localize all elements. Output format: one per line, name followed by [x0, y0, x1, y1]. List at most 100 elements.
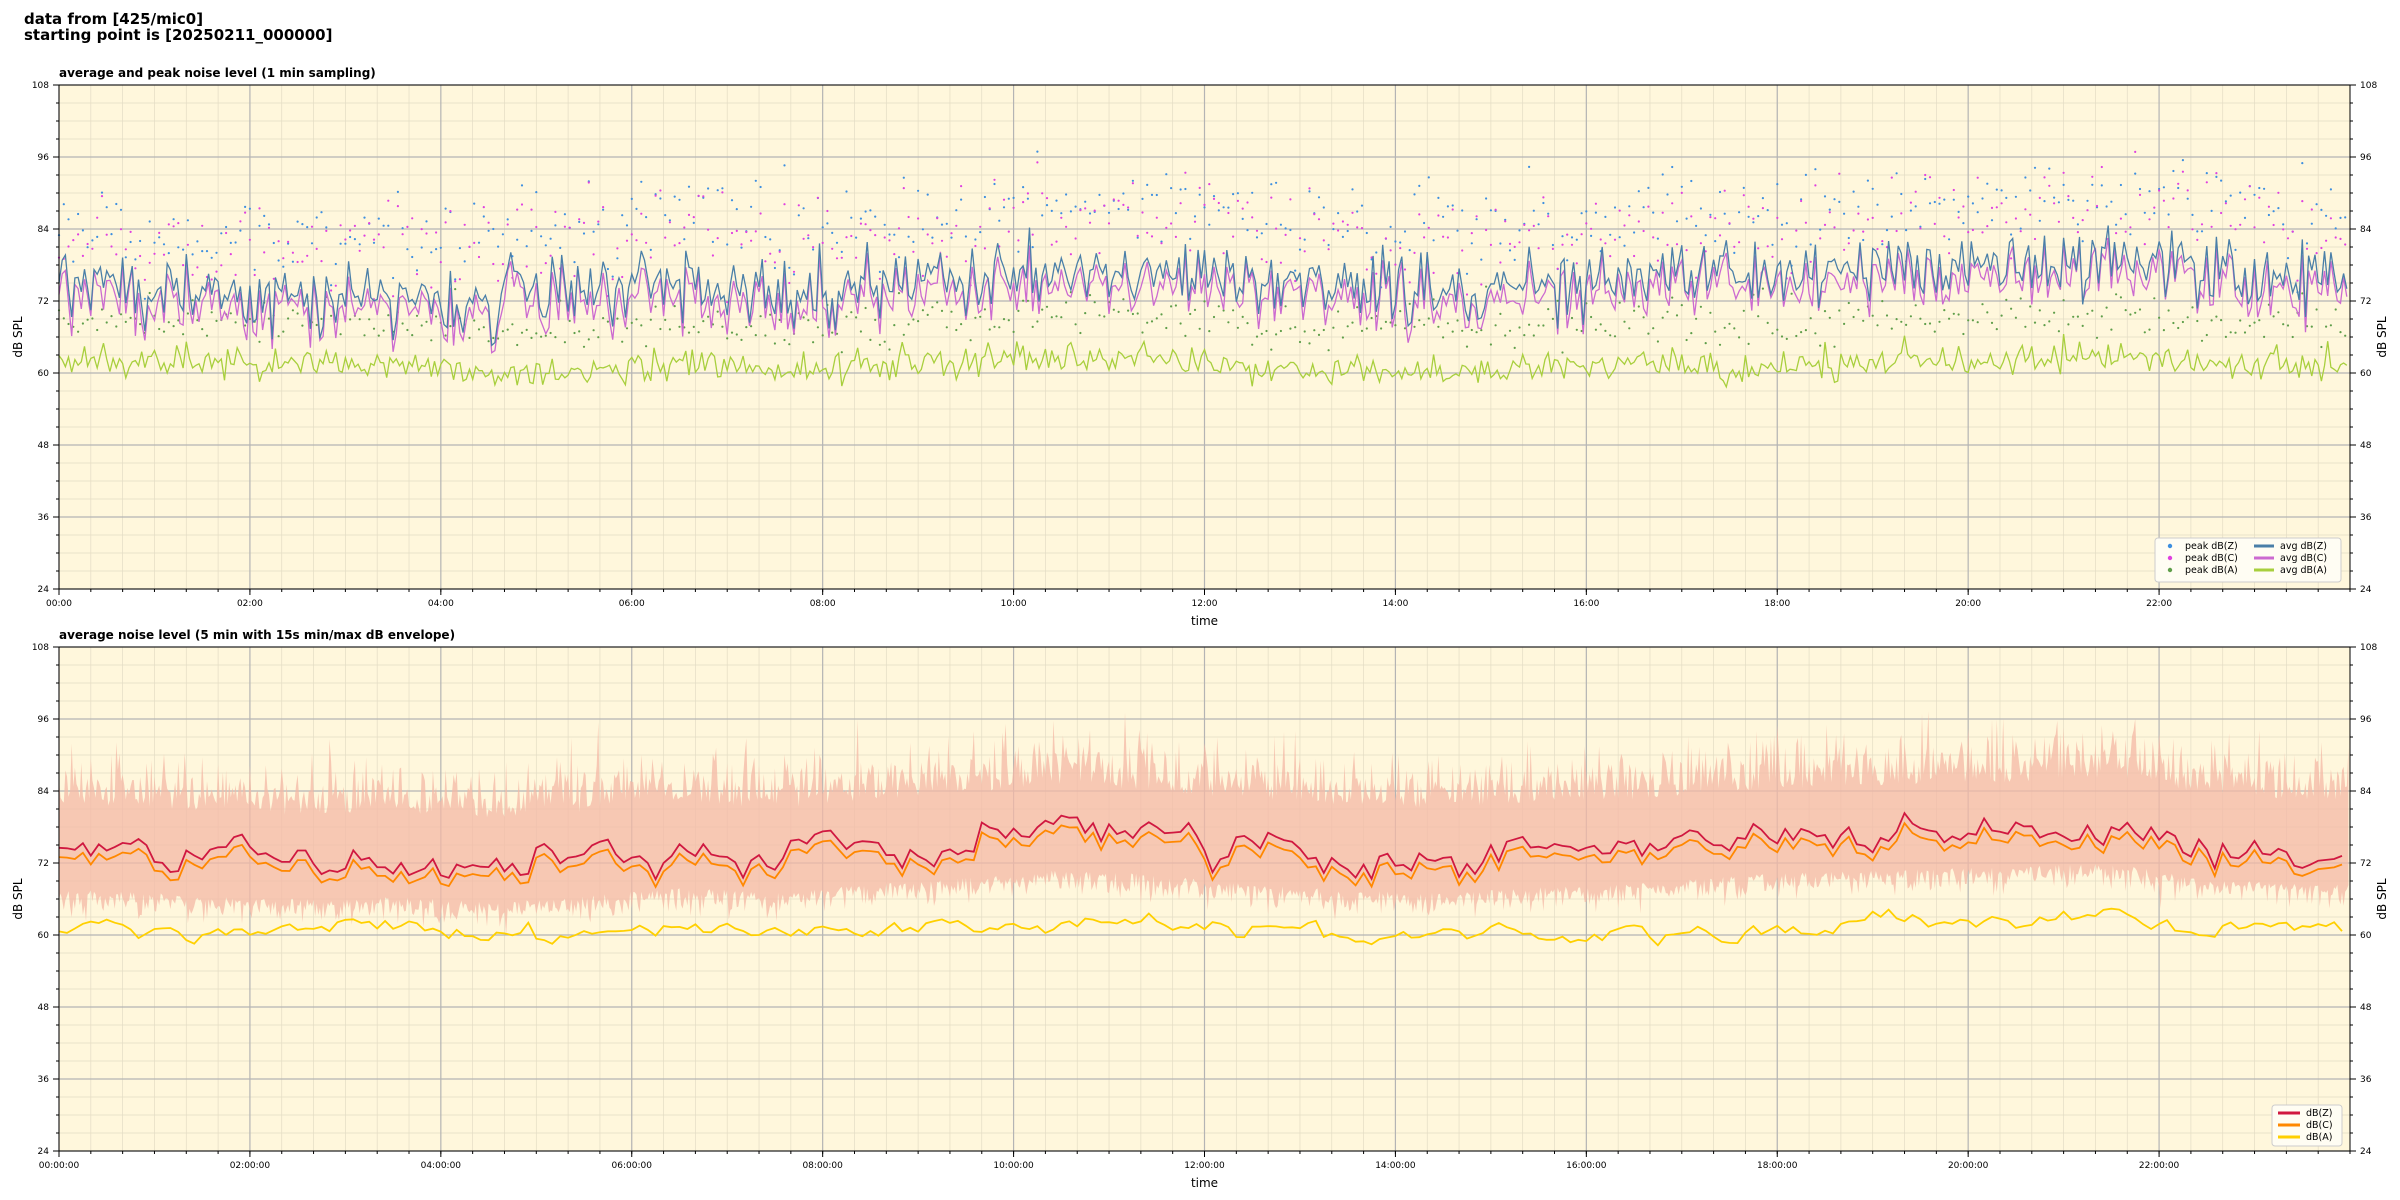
peak-dba-point	[1255, 335, 1259, 338]
peak-dbc-point	[1212, 197, 1216, 200]
peak-dbz-point	[234, 241, 237, 244]
peak-dbc-point	[1847, 242, 1850, 245]
peak-dbc-point	[783, 203, 786, 206]
peak-dba-point	[148, 291, 151, 295]
y-tick-label-left: 48	[38, 441, 50, 451]
peak-dbc-point	[430, 286, 433, 289]
peak-dba-point	[1685, 338, 1688, 342]
peak-dbz-point	[1666, 193, 1669, 196]
peak-dbc-point	[955, 224, 958, 227]
chart-title: average and peak noise level (1 min samp…	[59, 66, 376, 80]
peak-dba-point	[2215, 315, 2218, 318]
peak-dbc-point	[1652, 236, 1655, 239]
peak-dbc-point	[855, 256, 858, 259]
peak-dbc-point	[1499, 261, 1502, 264]
peak-dbz-point	[1604, 215, 1607, 218]
peak-dba-point	[1298, 340, 1302, 344]
peak-dbc-point	[1528, 229, 1531, 232]
peak-dbc-point	[1141, 211, 1144, 214]
peak-dbz-point	[764, 235, 767, 239]
peak-dbc-point	[1427, 226, 1430, 229]
peak-dbc-point	[1055, 240, 1058, 243]
peak-dbz-point	[1561, 235, 1564, 238]
peak-dbz-point	[1294, 269, 1297, 272]
peak-dba-point	[1862, 319, 1865, 322]
peak-dbc-point	[1823, 223, 1827, 226]
peak-dbz-point	[2224, 200, 2227, 203]
peak-dbz-point	[864, 210, 867, 213]
peak-dbz-point	[167, 252, 170, 255]
peak-dbz-point	[2181, 159, 2184, 162]
peak-dbz-point	[2191, 213, 2194, 216]
peak-dbc-point	[2263, 241, 2266, 244]
peak-dbc-point	[2205, 181, 2208, 184]
peak-dbz-point	[1847, 236, 1850, 240]
peak-dba-point	[2119, 296, 2122, 299]
peak-dbc-point	[139, 254, 142, 258]
peak-dba-point	[563, 341, 567, 344]
peak-dba-point	[1857, 308, 1860, 311]
peak-dba-point	[587, 338, 590, 341]
peak-dbc-point	[578, 218, 581, 221]
peak-dbz-point	[1423, 221, 1426, 225]
peak-dba-point	[1289, 327, 1292, 330]
peak-dbz-point	[506, 218, 509, 221]
peak-dbz-point	[673, 195, 676, 198]
peak-dba-point	[1494, 324, 1497, 327]
peak-dbz-point	[1795, 245, 1798, 248]
peak-dbz-point	[1905, 229, 1908, 232]
peak-dbz-point	[592, 230, 595, 233]
peak-dba-point	[2224, 335, 2227, 338]
peak-dbc-point	[874, 234, 877, 237]
peak-dbc-point	[2329, 217, 2332, 220]
peak-dbz-point	[2215, 175, 2218, 178]
peak-dbz-point	[158, 236, 161, 239]
peak-dba-point	[411, 334, 414, 337]
peak-dba-point	[1709, 311, 1712, 314]
peak-dbz-point	[683, 238, 686, 241]
peak-dbz-point	[1408, 249, 1411, 252]
peak-dbz-point	[353, 238, 356, 241]
peak-dba-point	[654, 305, 657, 308]
peak-dbc-point	[1275, 227, 1278, 230]
axis-ticks	[53, 84, 2356, 595]
peak-dbz-point	[554, 224, 557, 227]
peak-dbc-point	[1971, 228, 1974, 232]
peak-dbz-point	[540, 235, 543, 238]
peak-dbc-point	[1088, 221, 1092, 224]
peak-dba-point	[1704, 342, 1707, 345]
data-layer	[58, 711, 2349, 947]
peak-dbz-point	[119, 208, 123, 211]
peak-dba-point	[1303, 330, 1306, 333]
y-axis-label-left: dB SPL	[11, 316, 25, 358]
peak-dbz-point	[2124, 213, 2127, 216]
peak-dbz-point	[2138, 187, 2142, 191]
peak-dbc-point	[1442, 235, 1445, 238]
peak-dbz-point	[1007, 197, 1010, 200]
peak-dbc-point	[497, 279, 500, 282]
peak-dbz-point	[2081, 240, 2084, 243]
peak-dba-point	[540, 335, 543, 338]
peak-dbz-point	[2220, 179, 2223, 182]
peak-dba-point	[1365, 327, 1368, 330]
peak-dba-point	[2072, 315, 2075, 318]
peak-dbz-point	[1170, 187, 1173, 190]
peak-dbz-point	[225, 225, 228, 229]
peak-dbc-point	[468, 245, 471, 248]
peak-dbz-point	[1499, 242, 1502, 245]
peak-dba-point	[2291, 335, 2294, 339]
peak-dba-point	[2029, 305, 2032, 308]
peak-dbc-point	[244, 211, 247, 214]
y-tick-label-left: 72	[38, 859, 49, 869]
peak-dbz-point	[2105, 205, 2108, 208]
peak-dbc-point	[821, 241, 824, 244]
peak-dba-point	[2239, 319, 2242, 322]
peak-dbz-point	[1652, 211, 1655, 214]
peak-dba-point	[1341, 336, 1344, 339]
peak-dbc-point	[1537, 247, 1540, 250]
peak-dba-point	[1523, 334, 1526, 337]
peak-dba-point	[1117, 310, 1120, 313]
peak-dbz-point	[330, 284, 333, 287]
peak-dba-point	[520, 331, 524, 334]
peak-dbz-point	[444, 207, 447, 210]
